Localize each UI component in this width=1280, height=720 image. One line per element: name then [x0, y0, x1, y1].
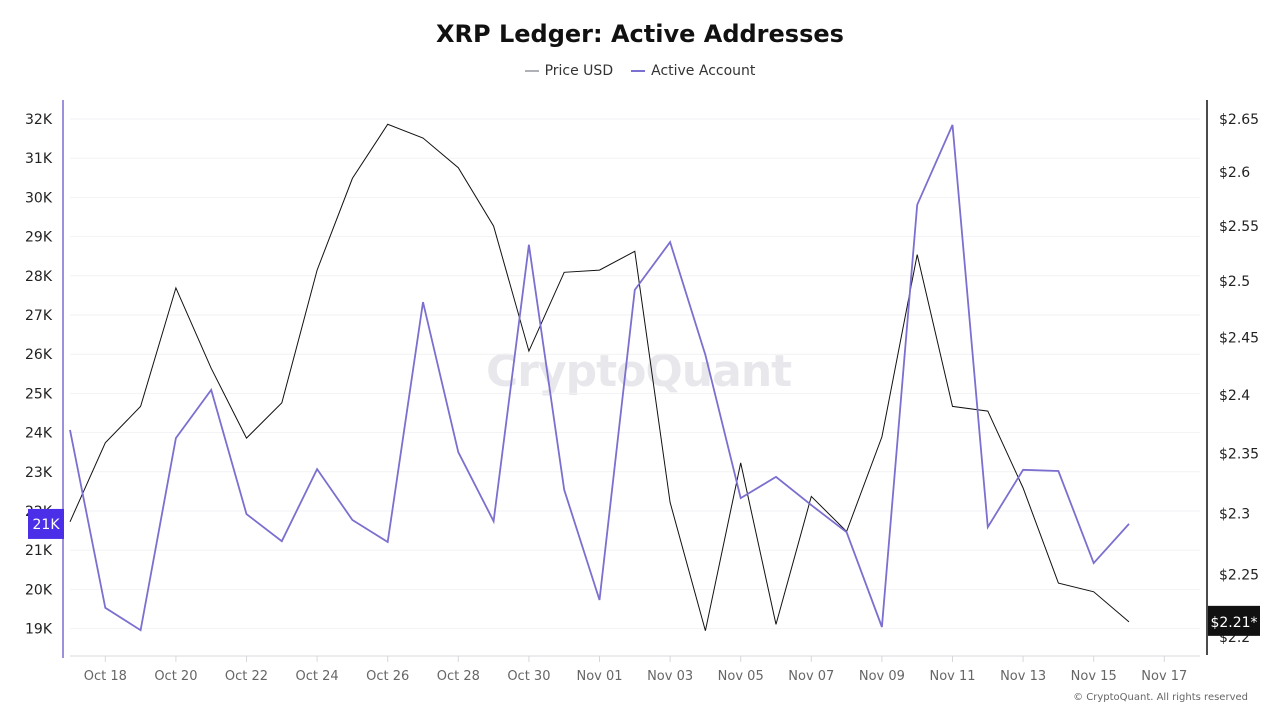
left-tick-label: 21K	[25, 543, 53, 559]
legend-label-price: Price USD	[544, 63, 614, 79]
x-tick-label: Nov 05	[718, 669, 764, 684]
left-tick-label: 23K	[25, 465, 53, 481]
legend-label-active-account: Active Account	[651, 63, 756, 79]
right-tick-label: $2.35	[1219, 446, 1259, 462]
last-value-badge-left	[28, 508, 64, 539]
x-tick-label: Oct 20	[154, 669, 197, 684]
x-tick-label: Nov 13	[1000, 669, 1046, 684]
x-tick-label: Nov 11	[929, 669, 975, 684]
legend-swatch-active-account	[631, 70, 646, 72]
left-tick-label: 31K	[25, 151, 53, 167]
last-value-label-right: $2.21*	[1210, 615, 1257, 631]
x-tick-label: Oct 26	[366, 669, 409, 684]
right-tick-label: $2.5	[1219, 274, 1250, 290]
legend-item-price[interactable]: Price USD	[524, 63, 614, 79]
x-tick-label: Nov 09	[859, 669, 905, 684]
x-tick-label: Oct 28	[437, 669, 480, 684]
left-tick-label: 19K	[25, 622, 53, 638]
left-tick-label: 32K	[25, 112, 53, 128]
left-tick-label: 20K	[25, 582, 53, 598]
x-tick-label: Oct 30	[507, 669, 550, 684]
chart-title: XRP Ledger: Active Addresses	[436, 20, 844, 48]
x-tick-label: Nov 07	[788, 669, 834, 684]
x-tick-label: Nov 17	[1141, 669, 1187, 684]
right-tick-label: $2.55	[1219, 219, 1259, 235]
left-tick-label: 24K	[25, 426, 53, 442]
x-tick-label: Oct 22	[225, 669, 268, 684]
legend-item-active-account[interactable]: Active Account	[631, 63, 755, 79]
series-line-active-account	[69, 124, 1130, 632]
left-tick-label: 26K	[25, 347, 53, 363]
right-tick-label: $2.45	[1219, 330, 1259, 346]
series-line-price-usd	[69, 123, 1130, 631]
right-tick-label: $2.65	[1219, 112, 1259, 128]
right-tick-label: $2.3	[1219, 506, 1250, 522]
x-tick-label: Oct 24	[296, 669, 339, 684]
left-tick-label: 27K	[25, 308, 53, 324]
x-tick-label: Nov 15	[1071, 669, 1117, 684]
right-tick-label: $2.6	[1219, 165, 1250, 181]
left-tick-label: 30K	[25, 190, 53, 206]
x-tick-label: Nov 03	[647, 669, 693, 684]
legend-swatch-price	[524, 70, 539, 72]
left-tick-label: 28K	[25, 269, 53, 285]
right-tick-label: $2.4	[1219, 388, 1250, 404]
x-tick-label: Oct 18	[84, 669, 127, 684]
last-value-label-left: 21K	[33, 517, 61, 533]
last-value-badge-right	[1208, 605, 1260, 636]
copyright: © CryptoQuant. All rights reserved	[1073, 692, 1248, 703]
left-tick-label: 25K	[25, 386, 53, 402]
x-tick-label: Nov 01	[576, 669, 622, 684]
left-tick-label: 29K	[25, 230, 53, 246]
legend: Price USD Active Account	[0, 63, 1280, 79]
right-tick-label: $2.25	[1219, 567, 1259, 583]
